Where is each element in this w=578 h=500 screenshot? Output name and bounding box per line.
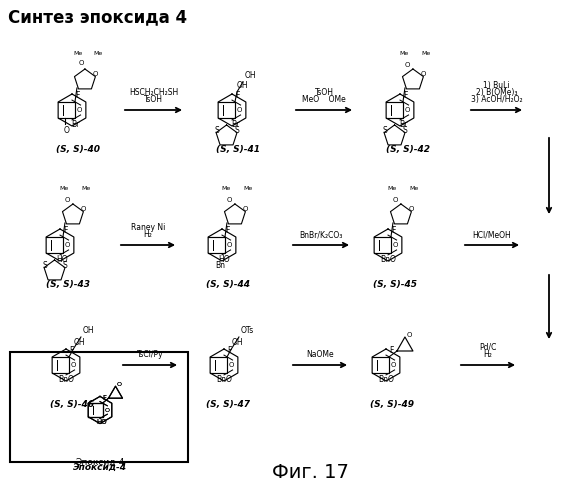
Text: S: S xyxy=(382,126,387,135)
Text: O: O xyxy=(407,332,412,338)
Text: O: O xyxy=(243,206,249,212)
Text: F: F xyxy=(225,226,230,235)
Text: F: F xyxy=(64,226,68,235)
Text: (S, S)-43: (S, S)-43 xyxy=(46,280,90,289)
Text: O: O xyxy=(65,242,71,248)
Text: H₂: H₂ xyxy=(484,350,492,359)
Text: S: S xyxy=(214,126,219,135)
Text: O: O xyxy=(229,362,234,368)
Text: S: S xyxy=(234,126,239,135)
Text: O: O xyxy=(117,382,121,387)
Text: Me: Me xyxy=(400,51,409,56)
Text: F: F xyxy=(391,226,396,235)
Text: O: O xyxy=(93,71,98,77)
Text: F: F xyxy=(390,346,394,355)
Text: O: O xyxy=(405,107,410,113)
Text: F: F xyxy=(69,346,74,355)
Text: Me: Me xyxy=(421,51,430,56)
Text: O: O xyxy=(227,242,232,248)
Text: Pd/C: Pd/C xyxy=(479,343,497,352)
Text: O: O xyxy=(64,126,69,135)
Text: HO: HO xyxy=(96,419,107,425)
Text: O: O xyxy=(237,107,242,113)
Text: Me: Me xyxy=(81,186,90,191)
Text: OH: OH xyxy=(245,71,257,80)
Text: O: O xyxy=(78,60,84,66)
Text: O: O xyxy=(409,206,414,212)
Text: F: F xyxy=(403,91,408,100)
Text: O: O xyxy=(117,382,121,387)
Text: HO: HO xyxy=(96,419,107,425)
Text: Raney Ni: Raney Ni xyxy=(131,223,165,232)
Text: Me: Me xyxy=(388,186,397,191)
Text: BnO: BnO xyxy=(380,255,396,264)
Text: O: O xyxy=(77,107,82,113)
Text: Br: Br xyxy=(399,120,408,129)
Text: S: S xyxy=(62,261,67,270)
Text: Bn: Bn xyxy=(215,261,225,270)
Bar xyxy=(10,352,188,462)
Text: Эпоксид-4: Эпоксид-4 xyxy=(73,463,127,472)
Text: OH: OH xyxy=(74,338,86,347)
Text: O: O xyxy=(393,242,398,248)
Text: O: O xyxy=(226,197,232,203)
Text: OH: OH xyxy=(83,326,95,335)
Text: (S, S)-42: (S, S)-42 xyxy=(386,145,430,154)
Text: HO: HO xyxy=(218,255,230,264)
Text: S: S xyxy=(402,126,407,135)
Text: TsCl/Py: TsCl/Py xyxy=(136,350,164,359)
Text: (S, S)-44: (S, S)-44 xyxy=(206,280,250,289)
Text: OTs: OTs xyxy=(241,326,254,335)
Text: O: O xyxy=(81,206,86,212)
Text: S: S xyxy=(42,261,47,270)
Text: Me: Me xyxy=(73,51,83,56)
Text: F: F xyxy=(235,91,240,100)
Text: BnO: BnO xyxy=(378,375,394,384)
Text: (S, S)-40: (S, S)-40 xyxy=(56,145,100,154)
Text: Me: Me xyxy=(409,186,418,191)
Text: O: O xyxy=(71,362,76,368)
Text: MeO    OMe: MeO OMe xyxy=(302,95,346,104)
Text: Me: Me xyxy=(60,186,69,191)
Text: O: O xyxy=(391,362,397,368)
Text: Br: Br xyxy=(72,120,80,129)
Text: Me: Me xyxy=(243,186,252,191)
Text: Me: Me xyxy=(222,186,231,191)
Text: (S, S)-45: (S, S)-45 xyxy=(373,280,417,289)
Text: O: O xyxy=(64,197,69,203)
Text: HSCH₂CH₂SH: HSCH₂CH₂SH xyxy=(129,88,178,97)
Text: Me: Me xyxy=(93,51,102,56)
Text: O: O xyxy=(404,62,410,68)
Text: 2) B(OMe)₃: 2) B(OMe)₃ xyxy=(476,88,517,97)
Text: OH: OH xyxy=(237,81,249,90)
Text: Br: Br xyxy=(231,120,240,129)
Text: H₂: H₂ xyxy=(143,230,153,239)
Text: BnO: BnO xyxy=(216,375,232,384)
Text: TsOH: TsOH xyxy=(144,95,163,104)
Text: TsOH: TsOH xyxy=(314,88,334,97)
Text: 3) AcOH/H₂O₂: 3) AcOH/H₂O₂ xyxy=(470,95,523,104)
Text: O: O xyxy=(105,408,109,412)
Text: OH: OH xyxy=(232,338,243,347)
Text: F: F xyxy=(103,395,107,401)
Text: O: O xyxy=(392,197,398,203)
Text: (S, S)-41: (S, S)-41 xyxy=(216,145,260,154)
Text: F: F xyxy=(228,346,232,355)
Text: BnO: BnO xyxy=(58,375,74,384)
Text: (S, S)-49: (S, S)-49 xyxy=(370,400,414,409)
Text: HCl/MeOH: HCl/MeOH xyxy=(473,230,512,239)
Text: (S, S)-46: (S, S)-46 xyxy=(50,400,94,409)
Text: Синтез эпоксида 4: Синтез эпоксида 4 xyxy=(8,8,187,26)
Text: 1) BuLi: 1) BuLi xyxy=(483,81,510,90)
Text: BnBr/K₂CO₃: BnBr/K₂CO₃ xyxy=(299,230,343,239)
Text: (S, S)-47: (S, S)-47 xyxy=(206,400,250,409)
Text: F: F xyxy=(76,91,80,100)
Text: O: O xyxy=(105,408,109,412)
Text: HO: HO xyxy=(56,255,68,264)
Text: O: O xyxy=(421,71,427,77)
Text: Эпоксид-4: Эпоксид-4 xyxy=(75,458,125,467)
Text: NaOMe: NaOMe xyxy=(306,350,334,359)
Text: Фиг. 17: Фиг. 17 xyxy=(272,463,349,482)
Text: F: F xyxy=(103,395,107,401)
